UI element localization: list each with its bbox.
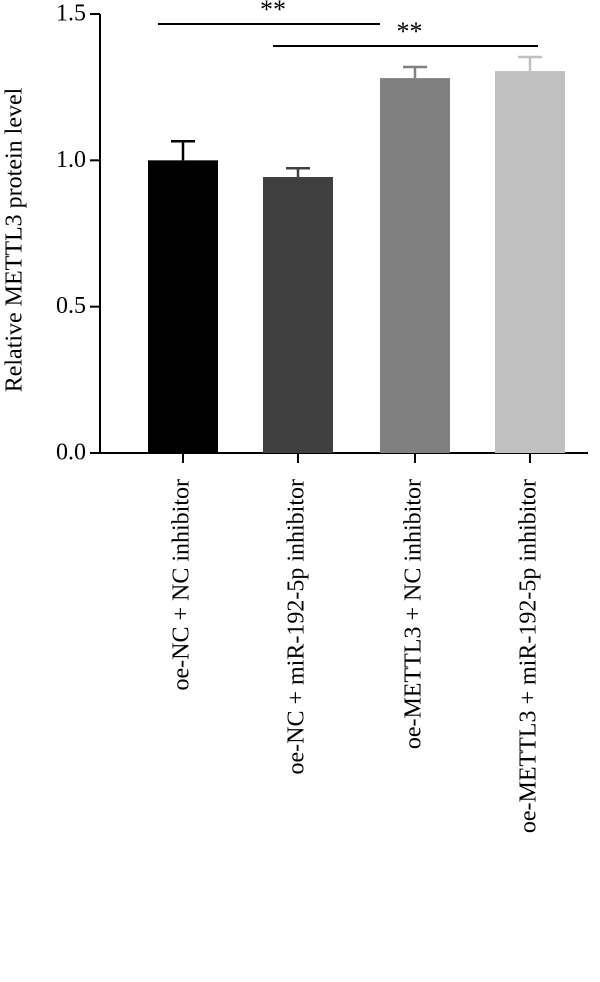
y-tick-label: 0.5 <box>56 293 86 319</box>
bar <box>495 71 565 453</box>
bar <box>148 160 218 454</box>
y-tick-label: 1.5 <box>56 1 86 27</box>
x-tick-label: oe-NC + miR-192-5p inhibitor <box>284 479 310 775</box>
x-tick-label: oe-METTL3 + NC inhibitor <box>401 479 427 749</box>
significance-label: ** <box>260 0 286 24</box>
y-tick-label: 1.0 <box>56 147 86 173</box>
x-tick-label: oe-NC + NC inhibitor <box>169 479 195 691</box>
y-tick-label: 0.0 <box>56 440 86 466</box>
significance-label: ** <box>397 17 423 46</box>
y-axis-title: Relative METTL3 protein level <box>2 87 28 392</box>
x-tick-label: oe-METTL3 + miR-192-5p inhibitor <box>516 479 542 833</box>
bar <box>380 78 450 454</box>
bar <box>263 177 333 454</box>
